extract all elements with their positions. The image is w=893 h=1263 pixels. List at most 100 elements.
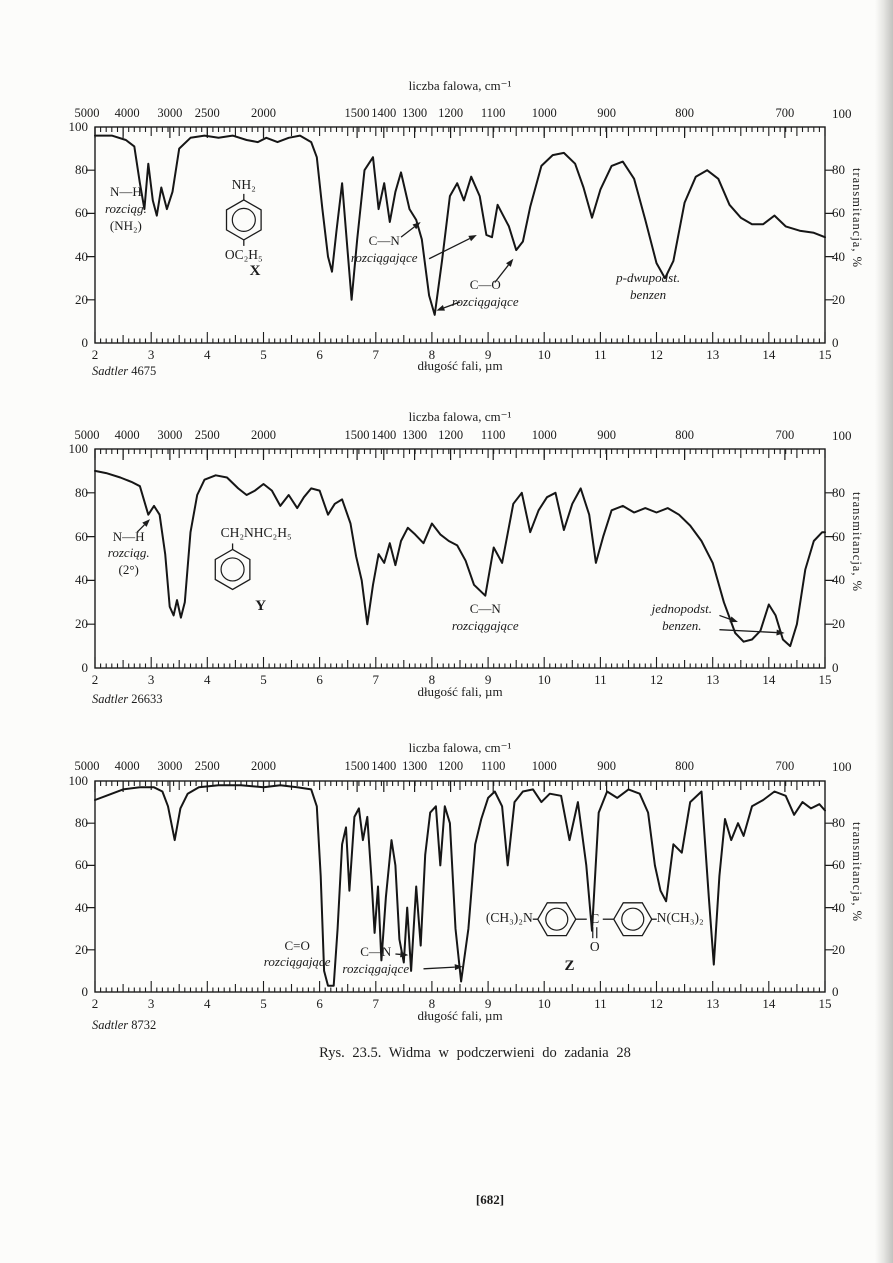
benzene-ring-circle bbox=[220, 557, 245, 582]
plot-frame bbox=[94, 780, 826, 993]
sadtler-reference: Sadtler 8732 bbox=[92, 1018, 156, 1033]
transmittance-tick-label: 20 bbox=[75, 616, 88, 632]
wavenumber-tick-label: 2000 bbox=[250, 428, 276, 442]
wavelength-tick-comb bbox=[94, 981, 826, 992]
transmittance-axis-title: transmitancja, % bbox=[850, 492, 864, 592]
wavelength-axis-title: długość fali, µm bbox=[417, 358, 503, 373]
wavelength-tick-label: 11 bbox=[594, 672, 607, 687]
annotation-arrow bbox=[428, 237, 470, 260]
wavenumber-tick-label: 5000 bbox=[74, 759, 100, 773]
wavelength-tick-label: 3 bbox=[147, 672, 155, 687]
annotation-line: C—N bbox=[469, 600, 501, 616]
transmittance-tick-label: 80 bbox=[75, 162, 88, 178]
wavelength-tick-label: 2 bbox=[91, 996, 99, 1011]
annotation-line: N—H bbox=[109, 183, 142, 199]
transmittance-tick-label: 0 bbox=[81, 660, 89, 675]
annotation-arrow bbox=[423, 966, 455, 970]
transmittance-tick-label: 20 bbox=[832, 291, 845, 307]
transmittance-tick-label: 100 bbox=[832, 428, 852, 443]
annotation: p-dwupodst. benzen bbox=[616, 270, 680, 304]
transmittance-tick-label: 60 bbox=[832, 857, 845, 873]
wavelength-tick-label: 15 bbox=[818, 672, 832, 687]
wavenumber-tick-label: 1000 bbox=[531, 106, 557, 120]
benzene-ring-circle bbox=[621, 907, 645, 931]
wavelength-tick-label: 4 bbox=[204, 996, 211, 1011]
wavenumber-tick-label: 1000 bbox=[531, 428, 557, 442]
transmittance-tick-label: 0 bbox=[81, 984, 89, 999]
wavenumber-tick-label: 3000 bbox=[157, 428, 183, 442]
wavenumber-tick-label: 3000 bbox=[157, 759, 183, 773]
spectrum-curve-x bbox=[94, 134, 826, 316]
wavenumber-tick-label: 1200 bbox=[438, 428, 464, 442]
transmittance-tick-label: 40 bbox=[832, 572, 845, 588]
annotation-line: rozciągające bbox=[263, 954, 331, 970]
transmittance-tick-label: 40 bbox=[75, 899, 88, 915]
wavelength-tick-label: 14 bbox=[762, 347, 776, 362]
transmittance-tick-label: 20 bbox=[832, 616, 845, 632]
wavelength-tick-label: 10 bbox=[537, 347, 551, 362]
wavelength-tick-label: 12 bbox=[650, 347, 664, 362]
wavenumber-tick-label: 800 bbox=[675, 106, 694, 120]
transmittance-tick-label: 100 bbox=[68, 441, 89, 456]
annotation-line: benzen bbox=[630, 287, 667, 303]
wavelength-tick-comb bbox=[94, 332, 826, 343]
wavelength-tick-label: 6 bbox=[316, 996, 323, 1011]
wavelength-tick-label: 9 bbox=[484, 672, 492, 687]
annotation-line: N—H bbox=[112, 528, 145, 544]
wavelength-tick-label: 6 bbox=[316, 672, 323, 687]
wavelength-tick-label: 13 bbox=[706, 672, 720, 687]
annotation-arrowhead bbox=[776, 629, 785, 636]
transmittance-tick-label: 80 bbox=[832, 815, 845, 831]
transmittance-tick-label: 60 bbox=[832, 205, 845, 221]
axis-major-ticks bbox=[86, 449, 834, 625]
wavelength-tick-label: 9 bbox=[484, 347, 492, 362]
plot-frame bbox=[94, 126, 826, 344]
annotation: N—H rozciąg. (NH₂) bbox=[105, 184, 147, 235]
wavelength-tick-label: 9 bbox=[484, 996, 492, 1011]
carbonyl-oxygen-label: O bbox=[589, 939, 600, 955]
transmittance-tick-label: 80 bbox=[832, 162, 845, 178]
spectrum-curve-z bbox=[94, 784, 826, 987]
transmittance-tick-label: 0 bbox=[832, 335, 839, 350]
wavelength-tick-label: 11 bbox=[594, 347, 607, 362]
wavenumber-tick-label: 1300 bbox=[402, 106, 428, 120]
wavenumber-tick-label: 2000 bbox=[250, 759, 276, 773]
wavelength-tick-label: 14 bbox=[762, 672, 776, 687]
annotation: C=O rozciągające bbox=[264, 938, 331, 972]
benzene-ring-circle bbox=[231, 207, 256, 232]
transmittance-tick-label: 100 bbox=[832, 759, 852, 774]
wavelength-tick-label: 4 bbox=[204, 672, 211, 687]
page-edge-shadow bbox=[875, 0, 893, 1263]
wavelength-tick-label: 12 bbox=[650, 996, 664, 1011]
transmittance-tick-label: 100 bbox=[68, 773, 89, 788]
sadtler-number: 8732 bbox=[131, 1018, 157, 1032]
wavelength-tick-label: 6 bbox=[316, 347, 323, 362]
transmittance-tick-label: 20 bbox=[832, 941, 845, 957]
annotation-line: benzen. bbox=[662, 617, 702, 633]
transmittance-axis-title: transmitancja, % bbox=[850, 822, 864, 922]
wavelength-tick-label: 3 bbox=[147, 996, 155, 1011]
wavenumber-tick-comb bbox=[94, 449, 826, 458]
wavenumber-tick-label: 1100 bbox=[480, 428, 506, 442]
wavenumber-tick-label: 800 bbox=[675, 428, 694, 442]
annotation: C—N rozciągające bbox=[452, 601, 519, 635]
annotation-line: rozciągające bbox=[451, 293, 519, 309]
page-number: [682] bbox=[475, 1192, 505, 1207]
sadtler-reference: Sadtler 4675 bbox=[92, 364, 156, 379]
wavenumber-tick-label: 700 bbox=[775, 759, 795, 773]
annotation-arrow bbox=[136, 524, 145, 533]
wavenumber-tick-label: 1200 bbox=[438, 106, 464, 120]
sadtler-number: 26633 bbox=[131, 692, 163, 706]
wavenumber-tick-label: 1100 bbox=[480, 759, 506, 773]
annotation-line: jednopodst. bbox=[651, 600, 712, 616]
annotation: C—N rozciągające bbox=[342, 944, 409, 978]
sadtler-name: Sadtler bbox=[92, 692, 129, 706]
annotation-line: rozciąg. bbox=[107, 545, 150, 561]
annotation-line: C—N bbox=[368, 233, 400, 249]
wavenumber-tick-label: 1400 bbox=[371, 428, 397, 442]
wavenumber-tick-label: 1300 bbox=[402, 759, 428, 773]
axis-major-ticks bbox=[86, 127, 834, 301]
wavenumber-axis-title: liczba falowa, cm⁻¹ bbox=[408, 740, 512, 755]
transmittance-tick-label: 20 bbox=[75, 291, 88, 307]
